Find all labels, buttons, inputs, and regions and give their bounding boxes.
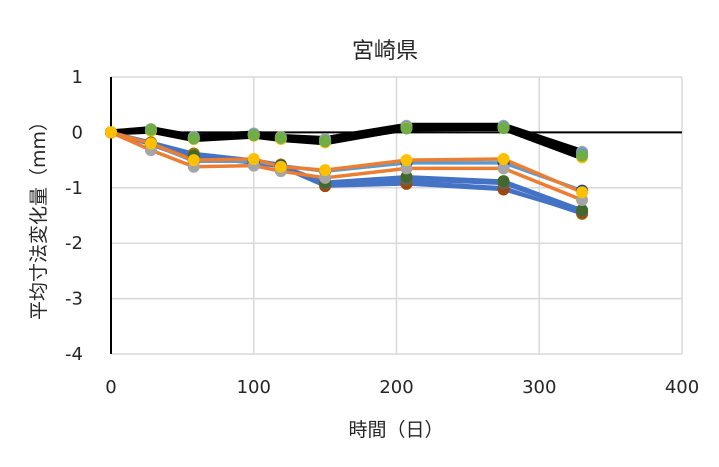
data-point-s8 <box>400 170 413 183</box>
data-point-s11 <box>400 154 413 167</box>
data-point-s4 <box>187 132 200 145</box>
data-point-s4 <box>576 149 589 162</box>
data-point-s4 <box>247 129 260 142</box>
x-tick-label: 200 <box>379 377 413 398</box>
chart-title: 宮崎県 <box>352 39 418 64</box>
y-tick-label: 1 <box>72 67 83 88</box>
y-tick-label: -1 <box>65 178 83 199</box>
y-tick-label: 0 <box>72 122 83 143</box>
data-point-s10 <box>497 162 510 175</box>
data-point-s11 <box>576 186 589 199</box>
data-point-s4 <box>274 131 287 144</box>
data-point-s11 <box>274 160 287 173</box>
data-point-s11 <box>247 152 260 165</box>
x-tick-label: 300 <box>522 377 556 398</box>
data-point-s11 <box>144 137 157 150</box>
y-tick-label: -2 <box>65 233 83 254</box>
data-point-s11 <box>319 164 332 177</box>
x-axis-label: 時間（日） <box>348 419 443 441</box>
data-point-s11 <box>105 126 117 139</box>
y-tick-label: -3 <box>65 289 83 310</box>
x-tick-label: 400 <box>665 377 699 398</box>
data-point-s4 <box>497 121 510 134</box>
data-point-s4 <box>400 122 413 135</box>
data-point-s11 <box>497 152 510 165</box>
data-point-s11 <box>187 154 200 167</box>
y-tick-label: -4 <box>65 344 83 365</box>
data-point-s4 <box>144 123 157 136</box>
data-point-s8 <box>497 175 510 188</box>
y-axis-label: 平均寸法変化量（mm） <box>28 112 50 320</box>
data-point-s8 <box>576 203 589 216</box>
data-point-s10 <box>400 162 413 175</box>
x-tick-label: 100 <box>237 377 271 398</box>
data-point-s4 <box>319 135 332 148</box>
x-tick-label: 0 <box>105 377 116 398</box>
